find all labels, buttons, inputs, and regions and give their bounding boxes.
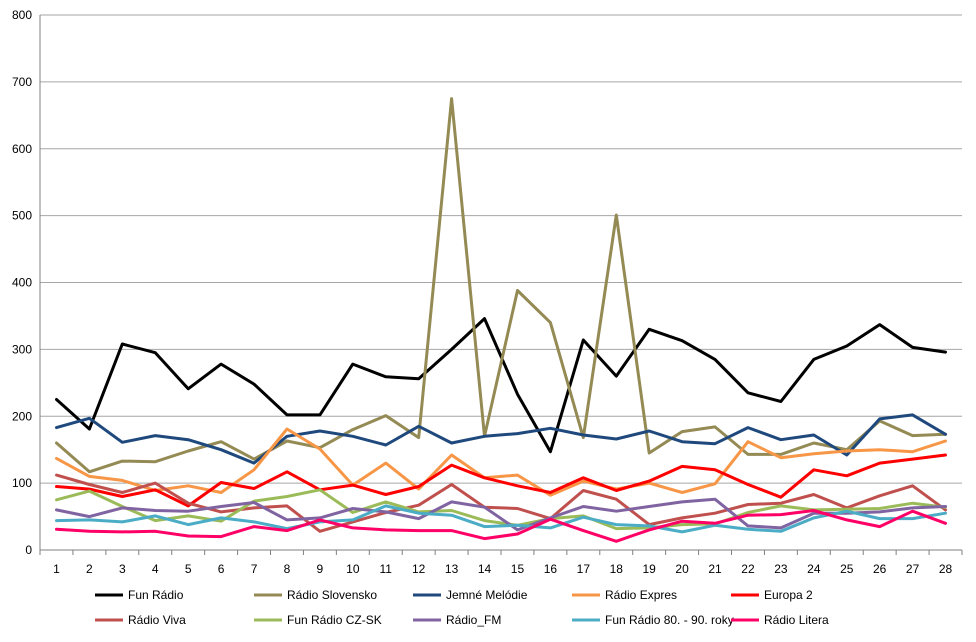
y-tick-label: 700 [12, 75, 32, 89]
x-tick-label: 20 [675, 562, 689, 576]
x-axis-tick-labels: 1 2 3 4 5 6 7 8 9 10 11 12 13 14 15 16 17 18 19 20 21 22 23 24 2… [39, 550, 963, 576]
x-tick-label: 17 [577, 562, 591, 576]
y-tick-label: 600 [12, 142, 32, 156]
x-tick-label: 3 [119, 562, 126, 576]
legend-label: Jemné Melódie [446, 588, 528, 602]
series-line-3 [55, 413, 947, 465]
x-tick-label: 10 [346, 562, 360, 576]
x-tick-label: 28 [939, 562, 953, 576]
legend: Fun Rádio Rádio Slovensko Jemné Melódie Rád… [95, 588, 829, 627]
x-tick-label: 22 [741, 562, 755, 576]
y-tick-label: 400 [12, 276, 32, 290]
y-tick-label: 200 [12, 409, 32, 423]
x-tick-label: 1 [53, 562, 60, 576]
x-tick-label: 11 [380, 562, 393, 576]
y-tick-label: 300 [12, 342, 32, 356]
x-tick-label: 12 [412, 562, 426, 576]
x-tick-label: 25 [840, 562, 854, 576]
legend-label: Rádio Expres [605, 588, 677, 602]
y-axis-tick-labels: 0 100 200 300 400 500 600 700 800 [12, 8, 32, 557]
x-tick-label: 8 [284, 562, 291, 576]
series-line-8 [55, 497, 947, 532]
legend-label: Europa 2 [764, 588, 813, 602]
legend-label: Fun Rádio [128, 588, 184, 602]
series-line-9 [55, 504, 947, 534]
x-tick-label: 4 [152, 562, 159, 576]
x-tick-label: 6 [218, 562, 225, 576]
legend-label: Rádio Viva [128, 613, 186, 627]
legend-label: Fun Rádio 80. - 90. roky [605, 613, 734, 627]
series-line-2 [55, 97, 947, 474]
x-tick-label: 5 [185, 562, 192, 576]
x-tick-label: 18 [610, 562, 624, 576]
x-tick-label: 7 [251, 562, 258, 576]
grid [39, 14, 962, 551]
series-line-7 [55, 488, 947, 531]
series-line-1 [55, 317, 947, 454]
x-tick-label: 26 [873, 562, 887, 576]
series-line-5 [55, 453, 947, 508]
x-tick-label: 9 [317, 562, 324, 576]
x-tick-label: 24 [807, 562, 821, 576]
y-tick-label: 0 [25, 543, 32, 557]
series-line-10 [55, 509, 947, 543]
x-tick-label: 14 [478, 562, 492, 576]
x-tick-label: 19 [642, 562, 656, 576]
legend-label: Fun Rádio CZ-SK [287, 613, 382, 627]
y-tick-label: 100 [12, 476, 32, 490]
legend-label: Rádio Slovensko [287, 588, 377, 602]
x-tick-label: 27 [906, 562, 920, 576]
series-lines [55, 97, 947, 543]
x-tick-label: 23 [774, 562, 788, 576]
x-tick-label: 21 [708, 562, 722, 576]
y-tick-label: 800 [12, 8, 32, 22]
x-tick-label: 13 [445, 562, 459, 576]
series-line-4 [55, 427, 947, 497]
x-tick-label: 16 [544, 562, 558, 576]
x-tick-label: 15 [511, 562, 525, 576]
y-tick-label: 500 [12, 209, 32, 223]
legend-label: Rádio Litera [764, 613, 829, 627]
x-tick-label: 2 [86, 562, 93, 576]
legend-label: Rádio_FM [446, 613, 501, 627]
